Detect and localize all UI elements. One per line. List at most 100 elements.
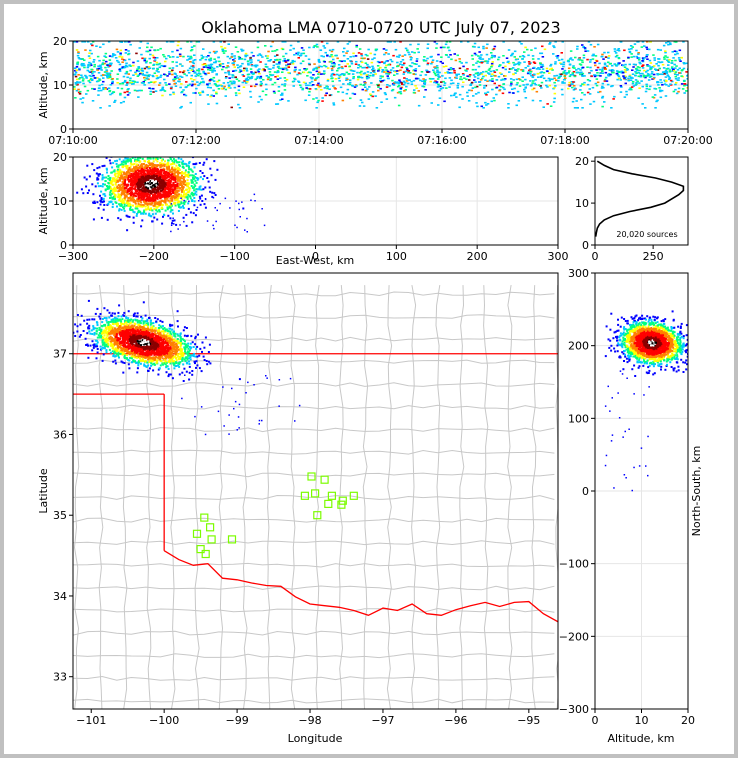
source-point [214, 194, 217, 196]
source-point [515, 78, 519, 81]
source-point [320, 89, 323, 91]
source-point [224, 71, 227, 74]
source-point [208, 82, 211, 85]
source-point [345, 79, 348, 81]
source-point [178, 53, 182, 56]
source-point [119, 200, 122, 203]
source-point [177, 196, 180, 199]
source-point [246, 78, 250, 81]
source-point [116, 159, 118, 162]
source-point [326, 80, 330, 82]
source-point [474, 93, 478, 95]
source-point [178, 164, 181, 167]
source-point [470, 89, 473, 92]
source-point [149, 198, 152, 201]
source-point [120, 208, 123, 211]
source-point [101, 165, 104, 168]
source-point [683, 83, 687, 85]
source-point [478, 84, 482, 86]
source-point [539, 62, 542, 64]
source-point [581, 107, 584, 109]
source-point [212, 224, 214, 227]
source-point [315, 43, 319, 46]
source-point [490, 64, 494, 67]
source-point [297, 81, 301, 83]
source-point [556, 57, 559, 59]
source-point [439, 85, 442, 88]
source-point [175, 171, 178, 174]
source-point [620, 70, 624, 73]
source-point [519, 55, 522, 58]
source-point [125, 165, 128, 167]
source-point [366, 88, 369, 90]
source-point [157, 151, 159, 153]
source-point [502, 86, 505, 89]
source-point [78, 58, 81, 60]
source-point [126, 94, 130, 96]
source-point [351, 73, 355, 75]
source-point [233, 82, 236, 85]
source-point [212, 69, 215, 72]
source-point [359, 76, 362, 79]
source-point [319, 84, 322, 86]
source-point [242, 207, 245, 210]
source-point [254, 65, 258, 68]
source-point [514, 58, 518, 61]
source-point [528, 63, 531, 65]
source-point [154, 81, 157, 83]
source-point [229, 87, 232, 89]
source-point [332, 104, 336, 106]
source-point [103, 71, 107, 73]
source-point [593, 75, 597, 78]
source-point [176, 170, 179, 173]
source-point [148, 162, 151, 164]
source-point [338, 66, 341, 69]
source-point [143, 67, 147, 70]
source-point [583, 93, 586, 96]
source-point [275, 63, 278, 65]
source-point [120, 152, 122, 154]
source-point [685, 84, 688, 86]
source-point [159, 166, 162, 169]
source-point [126, 229, 129, 232]
source-point [121, 175, 124, 178]
source-point [682, 41, 685, 43]
source-point [393, 41, 396, 43]
source-point [607, 73, 611, 75]
source-point [136, 154, 138, 156]
source-point [175, 194, 178, 197]
source-point [160, 176, 163, 179]
source-point [339, 86, 343, 89]
source-point [91, 72, 94, 75]
source-point [572, 97, 576, 100]
source-point [472, 95, 475, 97]
source-point [445, 87, 448, 89]
source-point [162, 178, 165, 181]
source-point [645, 55, 648, 58]
source-point [127, 197, 130, 199]
source-point [245, 68, 248, 70]
source-point [589, 59, 592, 61]
source-point [79, 77, 82, 79]
source-point [502, 41, 505, 43]
source-point [326, 87, 329, 90]
source-point [479, 79, 483, 81]
source-point [176, 49, 179, 52]
source-point [154, 178, 157, 181]
source-point [675, 82, 678, 84]
source-point [111, 332, 114, 335]
source-point [171, 199, 174, 202]
source-point [287, 100, 290, 102]
source-point [609, 62, 612, 65]
source-point [281, 98, 284, 100]
source-point [162, 183, 165, 185]
source-point [601, 85, 604, 88]
source-point [537, 84, 541, 86]
source-point [656, 73, 659, 75]
source-point [159, 74, 163, 77]
source-point [182, 176, 185, 178]
source-point [446, 71, 449, 73]
source-point [161, 181, 164, 184]
source-point [75, 41, 79, 43]
source-point [149, 175, 152, 178]
